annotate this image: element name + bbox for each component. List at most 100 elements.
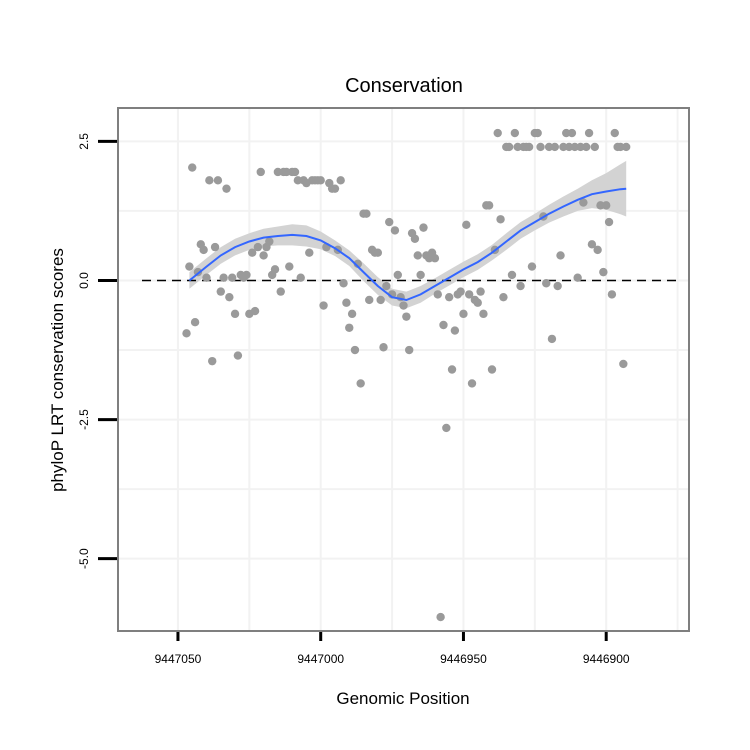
data-point [285,262,294,271]
data-point [270,265,280,274]
data-point [350,345,360,355]
data-point [182,329,191,338]
y-tick-label: 2.5 [77,133,91,150]
data-point [536,142,545,152]
data-point [290,167,300,177]
panel-border [117,107,690,632]
data-point [527,262,537,271]
data-point [444,292,454,302]
data-point [493,128,502,138]
data-point [524,142,534,152]
x-tick-label: 9446950 [440,652,487,666]
data-point [582,142,591,152]
chart-title: Conservation [345,75,463,97]
data-point [230,309,240,319]
x-axis-label: Genomic Position [336,689,469,708]
data-point [450,326,460,335]
data-point [356,379,365,388]
data-point [330,184,340,193]
data-point [456,287,465,296]
data-point [553,281,562,291]
data-point [305,248,314,257]
data-point [373,248,383,257]
data-point [487,365,497,374]
y-tick-label: 0.0 [77,272,91,289]
data-point [216,287,225,296]
data-point [464,290,474,299]
data-point [504,142,514,152]
data-point [410,234,420,243]
confidence-ribbon-layer [189,160,627,309]
data-point [496,215,505,224]
data-point [436,612,445,622]
data-point [265,237,274,246]
data-point [584,128,594,138]
confidence-ribbon [189,160,627,309]
y-axis-label: phyloP LRT conservation scores [48,248,67,492]
data-point [242,270,251,280]
data-point [336,176,345,185]
data-point [365,295,374,305]
data-point [533,128,542,138]
data-point [316,176,325,185]
data-point [439,320,448,330]
data-point [507,270,517,280]
data-point [259,251,268,260]
data-point [362,209,371,218]
data-point [550,142,560,152]
data-point [402,312,411,321]
data-point [462,220,471,230]
data-point [607,290,617,299]
data-point [185,262,194,271]
data-point [419,223,428,232]
data-point [433,290,442,299]
data-point [556,251,565,260]
data-point [467,379,477,388]
data-point [210,242,220,252]
data-point [188,163,197,172]
data-point [253,242,263,252]
data-point [202,273,211,282]
data-point [476,287,485,296]
data-point [353,259,363,268]
data-point [447,365,457,374]
x-axis: 9447050 9447000 9446950 9446900 [155,632,630,666]
data-point [602,201,611,210]
data-point [473,298,482,307]
data-point [510,128,520,138]
data-point [604,217,614,227]
grid-lines [118,108,689,631]
data-point [579,198,588,207]
data-point [399,301,408,310]
data-point [621,142,631,152]
data-point [247,248,257,257]
data-point [276,287,285,296]
data-point [587,240,597,249]
data-point [225,292,234,302]
data-point [208,356,217,366]
data-point [516,281,525,291]
data-point [573,273,582,282]
data-point [213,176,223,185]
data-point [205,176,214,185]
data-point [376,295,385,305]
smooth-curve [188,187,627,302]
data-point [382,281,391,291]
data-point [610,128,619,138]
data-point [547,334,557,344]
data-point [190,318,200,327]
data-point [413,251,422,260]
data-point [619,359,628,369]
y-axis: -5.0 -2.5 0.0 2.5 [77,133,117,569]
data-point [233,351,243,360]
data-point [250,306,260,316]
data-point [442,423,451,433]
data-point [256,167,265,177]
data-point [296,273,305,282]
data-point [599,267,608,277]
data-point [405,345,414,355]
x-tick-label: 9447000 [297,652,344,666]
data-point [459,309,468,319]
data-point [379,343,388,352]
points-layer [182,128,631,622]
